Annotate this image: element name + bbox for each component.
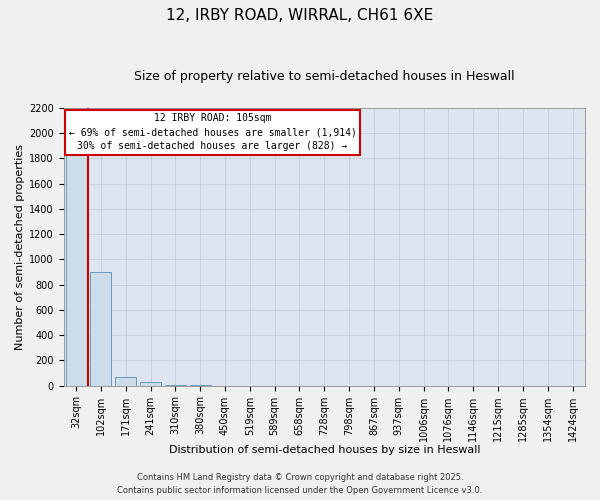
Title: Size of property relative to semi-detached houses in Heswall: Size of property relative to semi-detach… bbox=[134, 70, 515, 83]
Bar bbox=[140, 382, 161, 386]
Bar bbox=[91, 272, 112, 386]
Y-axis label: Number of semi-detached properties: Number of semi-detached properties bbox=[15, 144, 25, 350]
Bar bbox=[115, 378, 136, 386]
Text: 12 IRBY ROAD: 105sqm
← 69% of semi-detached houses are smaller (1,914)
30% of se: 12 IRBY ROAD: 105sqm ← 69% of semi-detac… bbox=[68, 114, 356, 152]
Text: 12, IRBY ROAD, WIRRAL, CH61 6XE: 12, IRBY ROAD, WIRRAL, CH61 6XE bbox=[166, 8, 434, 22]
X-axis label: Distribution of semi-detached houses by size in Heswall: Distribution of semi-detached houses by … bbox=[169, 445, 480, 455]
Bar bbox=[65, 140, 86, 386]
Text: Contains HM Land Registry data © Crown copyright and database right 2025.
Contai: Contains HM Land Registry data © Crown c… bbox=[118, 474, 482, 495]
